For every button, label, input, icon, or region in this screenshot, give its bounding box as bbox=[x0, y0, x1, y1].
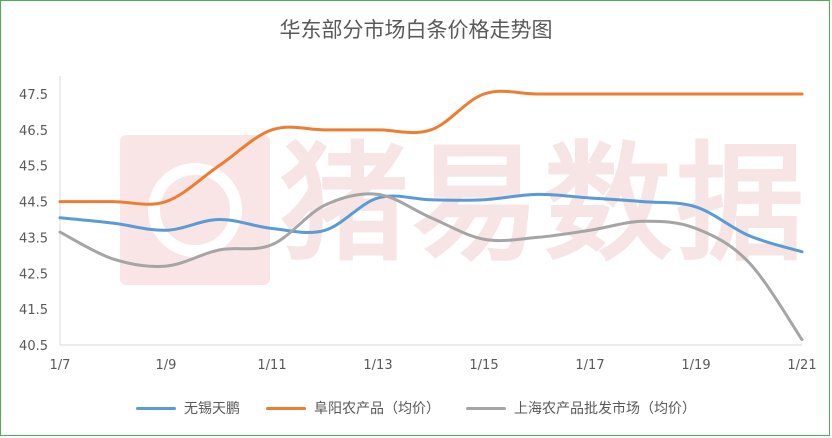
legend-label: 无锡天鹏 bbox=[184, 401, 240, 417]
x-tick-label: 1/11 bbox=[257, 358, 286, 373]
series-line-2 bbox=[58, 89, 804, 206]
legend-swatch bbox=[266, 406, 306, 410]
chart-title: 华东部分市场白条价格走势图 bbox=[279, 18, 553, 42]
legend-label: 上海农产品批发市场（均价） bbox=[514, 401, 696, 417]
series-line-1 bbox=[58, 192, 804, 254]
x-tick-label: 1/15 bbox=[469, 358, 498, 373]
legend-label: 阜阳农产品（均价） bbox=[314, 401, 440, 417]
x-tick-label: 1/13 bbox=[363, 358, 392, 373]
y-tick-label: 46.5 bbox=[19, 124, 48, 139]
y-tick-label: 41.5 bbox=[19, 303, 48, 318]
legend-item-3: 上海农产品批发市场（均价） bbox=[466, 398, 696, 418]
x-tick-label: 1/19 bbox=[681, 358, 710, 373]
x-tick-label: 1/21 bbox=[787, 358, 816, 373]
y-tick-label: 45.5 bbox=[19, 160, 48, 175]
y-tick-label: 47.5 bbox=[19, 88, 48, 103]
x-tick-label: 1/7 bbox=[50, 358, 71, 373]
legend-swatch bbox=[466, 406, 506, 410]
y-tick-label: 44.5 bbox=[19, 196, 48, 211]
series-line-3 bbox=[58, 192, 804, 342]
legend-item-2: 阜阳农产品（均价） bbox=[266, 398, 440, 418]
y-tick-label: 40.5 bbox=[19, 339, 48, 354]
y-tick-label: 42.5 bbox=[19, 267, 48, 282]
legend-swatch bbox=[136, 406, 176, 410]
x-tick-label: 1/17 bbox=[575, 358, 604, 373]
legend-item-1: 无锡天鹏 bbox=[136, 398, 240, 418]
y-tick-label: 43.5 bbox=[19, 231, 48, 246]
chart-legend: 无锡天鹏 阜阳农产品（均价） 上海农产品批发市场（均价） bbox=[0, 394, 832, 422]
x-tick-label: 1/9 bbox=[156, 358, 177, 373]
